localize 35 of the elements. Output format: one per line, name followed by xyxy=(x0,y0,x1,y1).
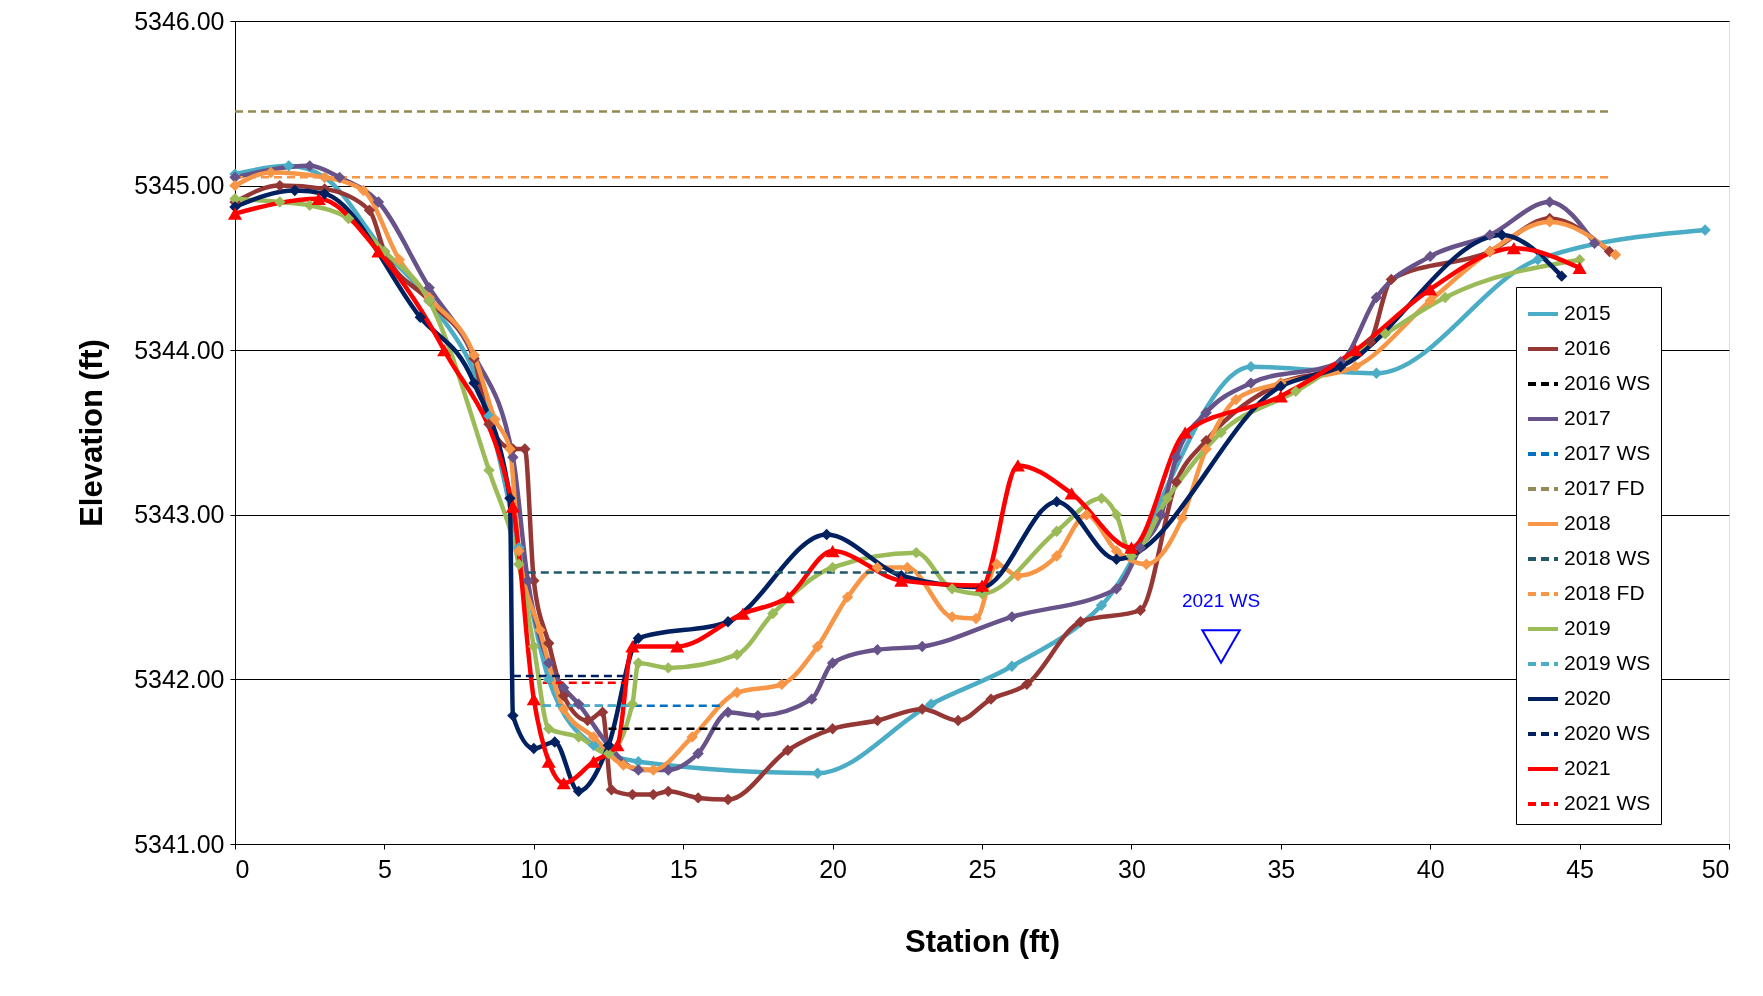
y-tick-label: 5342.00 xyxy=(134,664,225,693)
x-tick-label: 25 xyxy=(968,854,997,883)
legend-label: 2016 WS xyxy=(1564,371,1651,394)
y-tick-label: 5344.00 xyxy=(134,335,225,364)
x-tick-label: 5 xyxy=(377,854,392,883)
legend-label: 2019 WS xyxy=(1564,651,1651,674)
y-tick-label: 5343.00 xyxy=(134,500,225,529)
x-tick-label: 0 xyxy=(235,854,250,883)
legend-label: 2021 WS xyxy=(1564,791,1651,814)
legend-label: 2021 xyxy=(1564,756,1611,779)
legend-label: 2018 WS xyxy=(1564,546,1651,569)
legend-label: 2015 xyxy=(1564,301,1611,324)
legend-label: 2016 xyxy=(1564,336,1611,359)
x-tick-label: 10 xyxy=(520,854,549,883)
x-tick-label: 15 xyxy=(669,854,698,883)
legend-label: 2018 FD xyxy=(1564,581,1645,604)
legend-label: 2018 xyxy=(1564,511,1611,534)
x-tick-label: 50 xyxy=(1701,854,1730,883)
legend-label: 2017 WS xyxy=(1564,441,1651,464)
x-tick-label: 20 xyxy=(819,854,848,883)
legend-label: 2020 xyxy=(1564,686,1611,709)
legend-label: 2019 xyxy=(1564,616,1611,639)
y-tick-label: 5341.00 xyxy=(134,829,225,858)
legend-label: 2020 WS xyxy=(1564,721,1651,744)
y-tick-label: 5346.00 xyxy=(134,6,225,35)
legend-label: 2017 FD xyxy=(1564,476,1645,499)
x-tick-label: 40 xyxy=(1416,854,1445,883)
annotation: 2021 WS xyxy=(1181,590,1261,612)
x-tick-label: 30 xyxy=(1117,854,1146,883)
x-axis-title: Station (ft) xyxy=(905,923,1060,959)
x-tick-label: 35 xyxy=(1267,854,1296,883)
y-axis-title: Elevation (ft) xyxy=(74,339,110,527)
y-tick-label: 5345.00 xyxy=(134,171,225,200)
x-tick-label: 45 xyxy=(1566,854,1595,883)
legend-label: 2017 xyxy=(1564,406,1611,429)
